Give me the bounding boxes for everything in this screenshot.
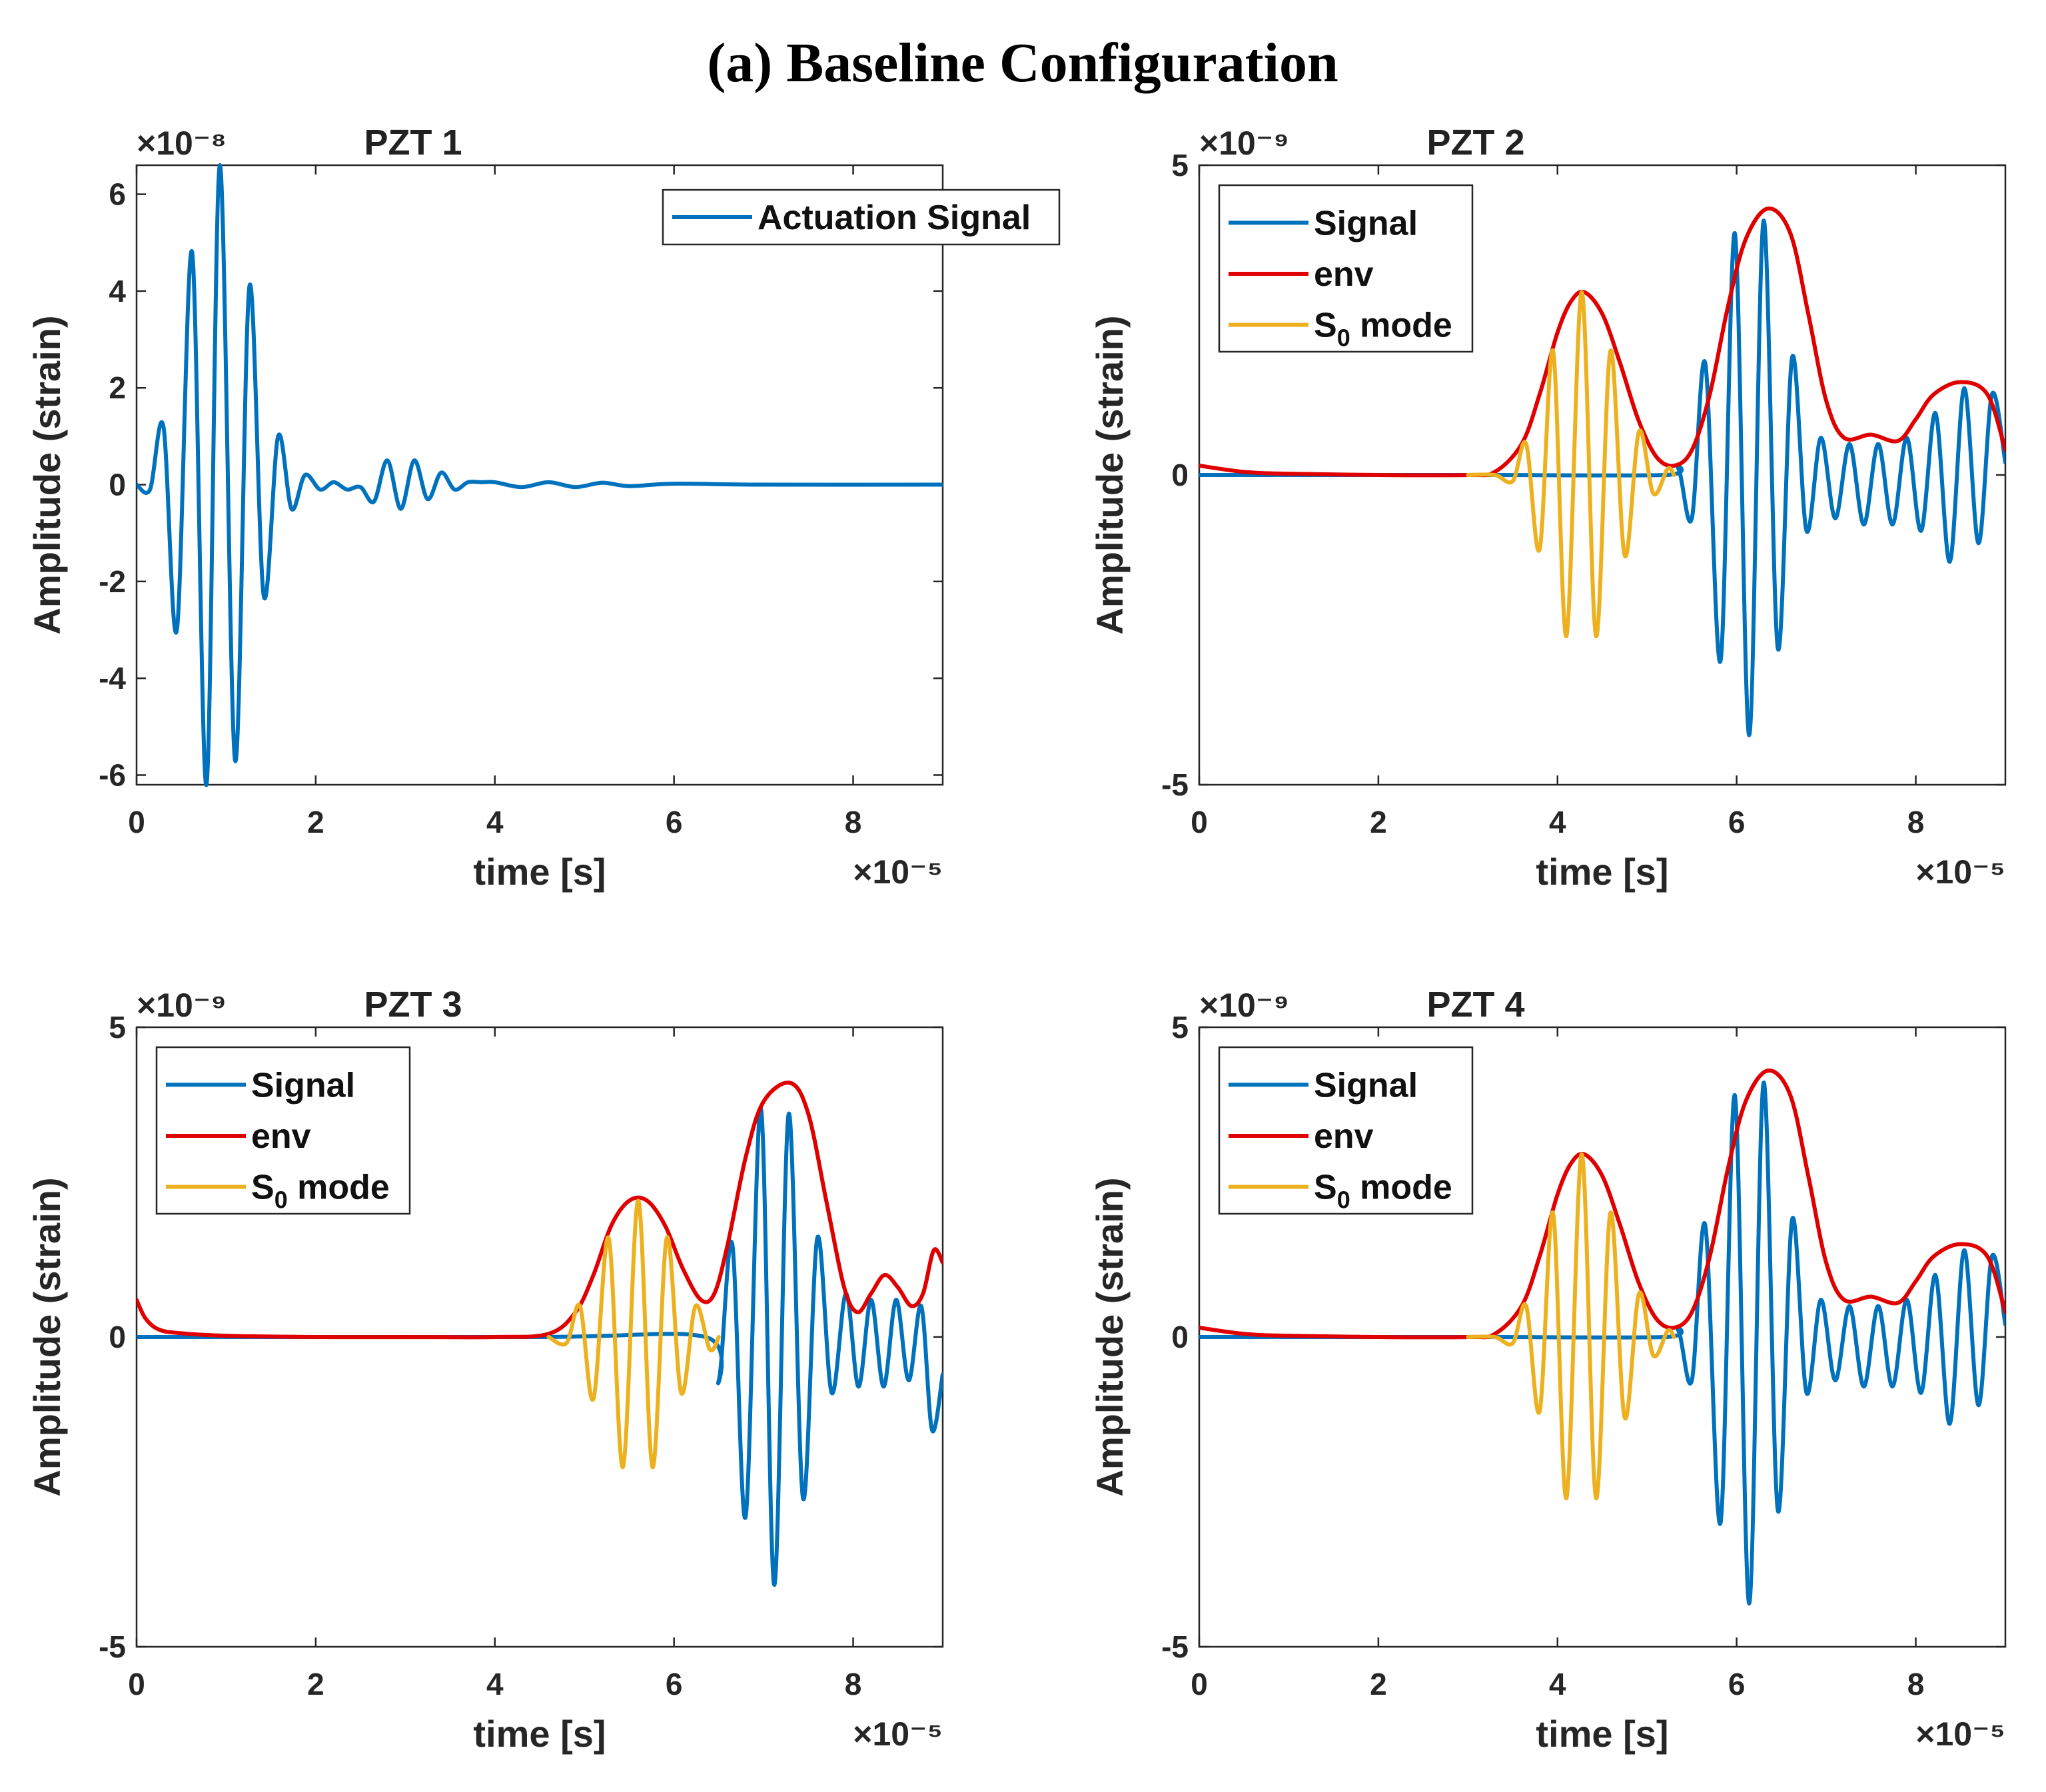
y-axis-label: Amplitude (strain) bbox=[1089, 1177, 1131, 1496]
legend-entry: env bbox=[1314, 1117, 1374, 1156]
x-multiplier: ×10⁻⁵ bbox=[1915, 1715, 2005, 1753]
legend-entry: env bbox=[251, 1117, 311, 1156]
x-axis-label: time [s] bbox=[1536, 1713, 1668, 1755]
y-tick-label: 6 bbox=[109, 177, 126, 212]
y-tick-label: 0 bbox=[1171, 458, 1189, 492]
x-tick-label: 0 bbox=[1191, 805, 1208, 839]
series-line-s0 bbox=[1466, 1152, 1676, 1500]
legend-entry: S0 mode bbox=[251, 1168, 390, 1214]
series-group bbox=[137, 1081, 943, 1587]
legend: Signal env S0 mode bbox=[1218, 184, 1474, 353]
y-tick-label: -4 bbox=[99, 661, 126, 695]
y-tick-label: 5 bbox=[109, 1010, 126, 1045]
legend: Signal env S0 mode bbox=[155, 1046, 411, 1215]
series-line-signal bbox=[1199, 1081, 2005, 1605]
y-tick-label: 0 bbox=[109, 468, 126, 502]
x-tick-label: 4 bbox=[486, 1667, 504, 1701]
x-multiplier: ×10⁻⁵ bbox=[853, 1715, 943, 1753]
legend-entry: env bbox=[1314, 255, 1374, 294]
y-tick-label: 2 bbox=[109, 370, 126, 405]
y-multiplier: ×10⁻⁸ bbox=[137, 125, 227, 162]
x-tick-label: 6 bbox=[666, 1667, 683, 1701]
series-line-s0 bbox=[1466, 290, 1676, 638]
series-line-signal bbox=[137, 1105, 943, 1587]
series-group bbox=[1199, 1069, 2005, 1605]
x-tick-label: 6 bbox=[666, 805, 683, 839]
y-tick-label: -6 bbox=[99, 757, 126, 792]
y-axis-label: Amplitude (strain) bbox=[26, 315, 68, 634]
x-tick-label: 0 bbox=[1191, 1667, 1208, 1701]
series-line-signal bbox=[137, 163, 943, 787]
legend-entry: S0 mode bbox=[1314, 306, 1452, 352]
legend-entry: S0 mode bbox=[1314, 1168, 1452, 1214]
x-tick-label: 4 bbox=[486, 805, 504, 839]
x-tick-label: 2 bbox=[1370, 1667, 1387, 1701]
plot-area bbox=[135, 164, 944, 786]
y-tick-label: -5 bbox=[1161, 1629, 1189, 1664]
y-multiplier: ×10⁻⁹ bbox=[1199, 987, 1289, 1024]
x-axis-label: time [s] bbox=[473, 851, 606, 893]
x-tick-label: 8 bbox=[1907, 1667, 1925, 1701]
y-tick-label: -2 bbox=[99, 564, 126, 599]
panel-title: PZT 2 bbox=[1426, 123, 1524, 163]
x-multiplier: ×10⁻⁵ bbox=[853, 853, 943, 891]
legend-entry: Actuation Signal bbox=[758, 199, 1031, 237]
x-tick-label: 8 bbox=[845, 805, 862, 839]
series-group bbox=[1199, 207, 2005, 737]
series-line-s0 bbox=[546, 1198, 721, 1470]
panel-title: PZT 3 bbox=[364, 985, 462, 1025]
legend-entry: Signal bbox=[251, 1066, 355, 1105]
x-tick-label: 6 bbox=[1728, 805, 1746, 839]
y-tick-label: -5 bbox=[99, 1629, 126, 1664]
figure-title: (a) Baseline Configuration bbox=[707, 32, 1338, 94]
y-tick-label: 0 bbox=[1171, 1320, 1189, 1354]
x-tick-label: 0 bbox=[128, 1667, 145, 1701]
y-tick-label: 4 bbox=[109, 274, 126, 308]
y-tick-label: 5 bbox=[1171, 148, 1189, 183]
y-tick-label: 5 bbox=[1171, 1010, 1189, 1045]
y-tick-label: 0 bbox=[109, 1320, 126, 1354]
legend: Signal env S0 mode bbox=[1218, 1046, 1474, 1215]
x-tick-label: 2 bbox=[1370, 805, 1387, 839]
legend-entry: Signal bbox=[1314, 1066, 1418, 1105]
series-line-signal bbox=[1199, 219, 2005, 737]
chart-panel-1: 0 2 4 6 8 -6 -4 -2 0 2 4 6 PZT 1 ×10⁻⁸ ×10⁻⁵ time [s] Am… bbox=[26, 123, 1061, 893]
legend-entry: Signal bbox=[1314, 204, 1418, 242]
x-tick-label: 2 bbox=[307, 805, 324, 839]
y-multiplier: ×10⁻⁹ bbox=[1199, 125, 1289, 162]
panel-title: PZT 1 bbox=[364, 123, 462, 163]
series-group bbox=[137, 163, 943, 787]
y-multiplier: ×10⁻⁹ bbox=[137, 987, 227, 1024]
y-tick-label: -5 bbox=[1161, 767, 1189, 802]
x-axis-label: time [s] bbox=[473, 1713, 606, 1755]
panel-title: PZT 4 bbox=[1426, 985, 1524, 1025]
x-tick-label: 2 bbox=[307, 1667, 324, 1701]
y-axis-label: Amplitude (strain) bbox=[26, 1177, 68, 1496]
y-axis-label: Amplitude (strain) bbox=[1089, 315, 1131, 634]
x-tick-label: 4 bbox=[1549, 1667, 1566, 1701]
x-tick-label: 8 bbox=[1907, 805, 1925, 839]
x-axis-label: time [s] bbox=[1536, 851, 1668, 893]
x-multiplier: ×10⁻⁵ bbox=[1915, 853, 2005, 891]
x-tick-label: 0 bbox=[128, 805, 145, 839]
series-line-env bbox=[137, 1081, 943, 1340]
x-tick-label: 8 bbox=[845, 1667, 862, 1701]
x-tick-label: 6 bbox=[1728, 1667, 1746, 1701]
legend: Actuation Signal bbox=[662, 189, 1061, 246]
x-tick-label: 4 bbox=[1549, 805, 1566, 839]
